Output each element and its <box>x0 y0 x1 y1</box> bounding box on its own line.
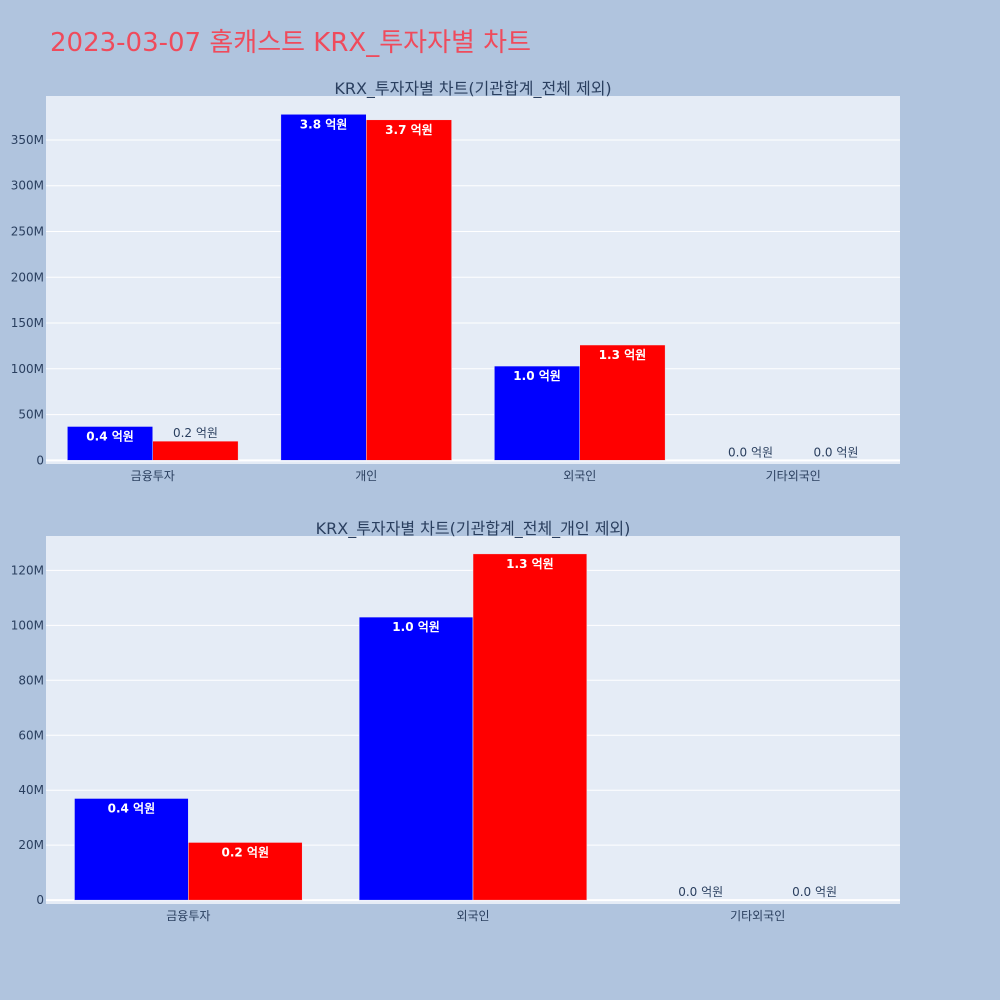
bar <box>358 616 474 901</box>
page-title: 2023-03-07 홈캐스트 KRX_투자자별 차트 <box>50 28 532 58</box>
data-label: 0.4 억원 <box>86 429 134 443</box>
x-tick-label: 외국인 <box>456 909 489 923</box>
data-label: 0.2 억원 <box>173 426 218 440</box>
bar <box>494 365 581 461</box>
bar <box>188 842 303 901</box>
investor-chart-excluding-institutions-and-individuals: KRX_투자자별 차트(기관합계_전체_개인 제외) 0 20M 40M 60M 80M 1… <box>11 519 900 923</box>
investor-chart-excluding-institutions: KRX_투자자별 차트(기관합계_전체 제외) 0 50M 100M 150M 200M 2… <box>11 79 900 483</box>
data-label: 3.7 억원 <box>385 123 433 137</box>
y-tick-label: 80M <box>18 673 44 687</box>
data-label: 0.0 억원 <box>792 885 837 899</box>
bar <box>74 798 189 901</box>
data-label: 0.0 억원 <box>813 445 858 459</box>
y-tick-label: 0 <box>36 893 44 907</box>
bar <box>67 426 153 461</box>
x-tick-label: 금융투자 <box>131 469 175 483</box>
x-tick-label: 개인 <box>355 469 377 483</box>
y-tick-label: 0 <box>36 453 44 467</box>
x-tick-label: 기타외국인 <box>766 469 821 483</box>
data-label: 1.3 억원 <box>599 348 647 362</box>
plot-area <box>46 96 900 464</box>
data-label: 0.0 억원 <box>728 445 773 459</box>
bar <box>152 440 239 461</box>
x-tick-label: 기타외국인 <box>730 909 785 923</box>
data-label: 1.0 억원 <box>392 620 440 634</box>
y-tick-label: 250M <box>11 224 44 238</box>
y-tick-label: 120M <box>11 563 44 577</box>
bar <box>280 114 367 461</box>
y-tick-label: 100M <box>11 362 44 376</box>
y-tick-label: 20M <box>18 838 44 852</box>
data-label: 3.8 억원 <box>300 117 348 131</box>
bar <box>579 344 666 461</box>
data-label: 1.0 억원 <box>513 369 561 383</box>
x-tick-label: 외국인 <box>563 469 596 483</box>
bar <box>366 119 452 461</box>
x-tick-label: 금융투자 <box>166 909 210 923</box>
y-tick-label: 300M <box>11 179 44 193</box>
y-tick-label: 150M <box>11 316 44 330</box>
data-label: 1.3 억원 <box>506 557 554 571</box>
y-tick-label: 100M <box>11 618 44 632</box>
data-label: 0.2 억원 <box>222 845 270 859</box>
data-label: 0.4 억원 <box>108 801 156 815</box>
bar <box>472 553 588 901</box>
y-tick-label: 50M <box>18 408 44 422</box>
y-tick-label: 60M <box>18 728 44 742</box>
y-tick-label: 40M <box>18 783 44 797</box>
chart-title: KRX_투자자별 차트(기관합계_전체_개인 제외) <box>316 519 631 539</box>
y-tick-label: 350M <box>11 133 44 147</box>
y-tick-label: 200M <box>11 270 44 284</box>
data-label: 0.0 억원 <box>678 885 723 899</box>
chart-title: KRX_투자자별 차트(기관합계_전체 제외) <box>334 79 611 99</box>
